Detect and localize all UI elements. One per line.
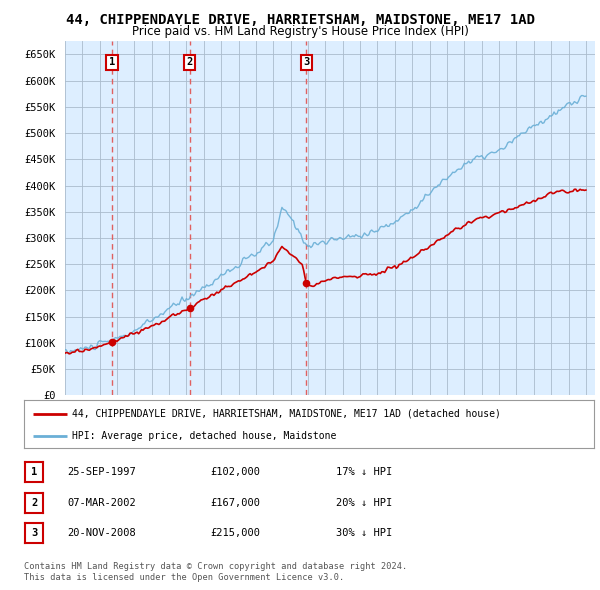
Text: This data is licensed under the Open Government Licence v3.0.: This data is licensed under the Open Gov…: [24, 572, 344, 582]
Text: 20-NOV-2008: 20-NOV-2008: [67, 529, 136, 538]
Text: 20% ↓ HPI: 20% ↓ HPI: [336, 498, 392, 507]
Text: Contains HM Land Registry data © Crown copyright and database right 2024.: Contains HM Land Registry data © Crown c…: [24, 562, 407, 571]
Text: 2: 2: [187, 57, 193, 67]
Text: Price paid vs. HM Land Registry's House Price Index (HPI): Price paid vs. HM Land Registry's House …: [131, 25, 469, 38]
Text: 07-MAR-2002: 07-MAR-2002: [67, 498, 136, 507]
Text: 30% ↓ HPI: 30% ↓ HPI: [336, 529, 392, 538]
Text: 2: 2: [31, 498, 37, 507]
Text: £215,000: £215,000: [210, 529, 260, 538]
Text: 1: 1: [109, 57, 115, 67]
Text: £167,000: £167,000: [210, 498, 260, 507]
Text: £102,000: £102,000: [210, 467, 260, 477]
Text: 17% ↓ HPI: 17% ↓ HPI: [336, 467, 392, 477]
Text: 3: 3: [303, 57, 310, 67]
Text: 3: 3: [31, 529, 37, 538]
Text: 44, CHIPPENDAYLE DRIVE, HARRIETSHAM, MAIDSTONE, ME17 1AD: 44, CHIPPENDAYLE DRIVE, HARRIETSHAM, MAI…: [65, 13, 535, 27]
Text: 44, CHIPPENDAYLE DRIVE, HARRIETSHAM, MAIDSTONE, ME17 1AD (detached house): 44, CHIPPENDAYLE DRIVE, HARRIETSHAM, MAI…: [73, 408, 502, 418]
Text: 25-SEP-1997: 25-SEP-1997: [67, 467, 136, 477]
Text: HPI: Average price, detached house, Maidstone: HPI: Average price, detached house, Maid…: [73, 431, 337, 441]
Text: 1: 1: [31, 467, 37, 477]
